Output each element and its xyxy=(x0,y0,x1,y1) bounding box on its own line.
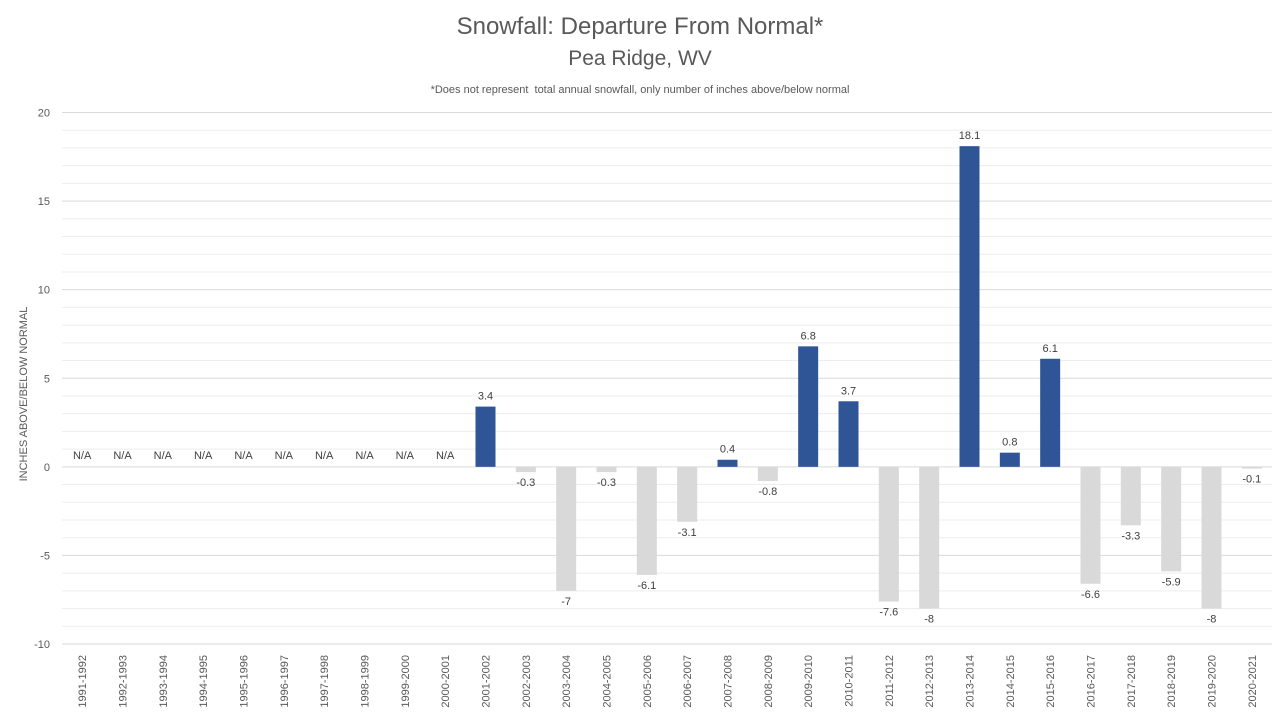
data-label: N/A xyxy=(194,450,213,462)
x-tick-label: 2020-2021 xyxy=(1247,655,1259,708)
y-tick-label: 0 xyxy=(44,462,50,474)
y-tick-label: -10 xyxy=(34,639,50,651)
x-tick-label: 2004-2005 xyxy=(602,655,614,708)
data-label: N/A xyxy=(73,450,92,462)
y-axis-ticks: -10 -5 0 5 10 15 20 xyxy=(34,108,50,652)
chart-subtitle: Pea Ridge, WV xyxy=(568,47,712,70)
chart-title: Snowfall: Departure From Normal* xyxy=(457,13,824,40)
x-tick-label: 1998-1999 xyxy=(360,655,372,708)
x-tick-label: 1997-1998 xyxy=(319,655,331,708)
bar xyxy=(798,346,819,467)
data-label: -6.6 xyxy=(1081,589,1100,601)
y-tick-label: 15 xyxy=(38,196,50,208)
y-tick-label: 10 xyxy=(38,285,50,297)
data-label: -0.3 xyxy=(597,477,616,489)
bar xyxy=(919,466,940,609)
x-tick-label: 2008-2009 xyxy=(763,655,775,708)
x-tick-label: 2018-2019 xyxy=(1166,655,1178,708)
bar xyxy=(1080,466,1101,584)
data-label: -8 xyxy=(1207,614,1217,626)
bar xyxy=(677,466,698,522)
data-label: 6.8 xyxy=(801,330,816,342)
data-label: -0.8 xyxy=(758,486,777,498)
x-tick-label: 2003-2004 xyxy=(561,655,573,708)
x-tick-label: 2013-2014 xyxy=(965,655,977,708)
x-tick-label: 2012-2013 xyxy=(924,655,936,708)
bar xyxy=(556,466,577,591)
y-axis-label: INCHES ABOVE/BELOW NORMAL xyxy=(18,307,30,482)
gridlines xyxy=(62,112,1272,645)
data-label: N/A xyxy=(436,450,455,462)
x-tick-label: 2007-2008 xyxy=(723,655,735,708)
data-label: N/A xyxy=(355,450,374,462)
bar xyxy=(1040,358,1061,467)
x-tick-label: 2015-2016 xyxy=(1045,655,1057,708)
y-tick-label: -5 xyxy=(40,550,50,562)
bar xyxy=(878,466,899,602)
data-label: -5.9 xyxy=(1162,576,1181,588)
x-tick-label: 2009-2010 xyxy=(803,655,815,708)
x-tick-label: 2001-2002 xyxy=(481,655,493,708)
bar xyxy=(717,459,738,467)
x-tick-label: 2010-2011 xyxy=(844,655,856,707)
data-label: -0.3 xyxy=(516,477,535,489)
bar xyxy=(959,146,980,467)
data-labels: N/A N/A N/A N/A N/A N/A N/A N/A N/A N/A 3.4 -0.3 -7 -… xyxy=(73,130,1261,625)
x-tick-label: 2016-2017 xyxy=(1086,655,1098,708)
x-tick-label: 2017-2018 xyxy=(1126,655,1138,708)
bar xyxy=(1201,466,1222,609)
data-label: N/A xyxy=(113,450,132,462)
bar xyxy=(1161,466,1182,572)
x-tick-label: 2005-2006 xyxy=(642,655,654,708)
data-label: 6.1 xyxy=(1043,343,1058,355)
x-tick-label: 1996-1997 xyxy=(279,655,291,708)
bar xyxy=(999,452,1020,467)
chart-note: *Does not represent total annual snowfal… xyxy=(431,84,850,96)
x-tick-label: 2014-2015 xyxy=(1005,655,1017,708)
data-label: -6.1 xyxy=(637,580,656,592)
bar xyxy=(757,466,778,482)
bar xyxy=(1120,466,1141,526)
data-label: 0.4 xyxy=(720,444,735,456)
data-label: -7.6 xyxy=(879,606,898,618)
bar xyxy=(838,401,859,467)
x-tick-label: 1995-1996 xyxy=(239,655,251,708)
data-label: -3.1 xyxy=(678,527,697,539)
x-tick-label: 2002-2003 xyxy=(521,655,533,708)
data-label: 0.8 xyxy=(1002,437,1017,449)
x-axis-ticks: 1991-1992 1992-1993 1993-1994 1994-1995 1995… xyxy=(77,655,1259,708)
x-tick-label: 2006-2007 xyxy=(682,655,694,708)
data-label: 3.4 xyxy=(478,391,493,403)
data-label: -8 xyxy=(924,614,934,626)
data-label: N/A xyxy=(396,450,415,462)
data-label: N/A xyxy=(315,450,334,462)
bars xyxy=(475,146,1262,609)
bar xyxy=(636,466,657,575)
data-label: -7 xyxy=(561,596,571,608)
y-tick-label: 5 xyxy=(44,373,50,385)
data-label: -0.1 xyxy=(1242,474,1261,486)
data-label: N/A xyxy=(275,450,294,462)
x-tick-label: 2019-2020 xyxy=(1207,655,1219,708)
x-tick-label: 2011-2012 xyxy=(884,655,896,707)
x-tick-label: 1994-1995 xyxy=(198,655,210,708)
y-tick-label: 20 xyxy=(38,108,50,120)
bar xyxy=(596,466,617,473)
bar xyxy=(1241,466,1262,469)
data-label: 18.1 xyxy=(959,130,980,142)
bar xyxy=(515,466,536,473)
data-label: N/A xyxy=(154,450,173,462)
data-label: N/A xyxy=(234,450,253,462)
x-tick-label: 2000-2001 xyxy=(440,655,452,708)
data-label: -3.3 xyxy=(1121,530,1140,542)
x-tick-label: 1991-1992 xyxy=(77,655,89,708)
bar xyxy=(475,406,496,467)
x-tick-label: 1993-1994 xyxy=(158,655,170,708)
data-label: 3.7 xyxy=(841,385,856,397)
x-tick-label: 1999-2000 xyxy=(400,655,412,708)
x-tick-label: 1992-1993 xyxy=(118,655,130,708)
